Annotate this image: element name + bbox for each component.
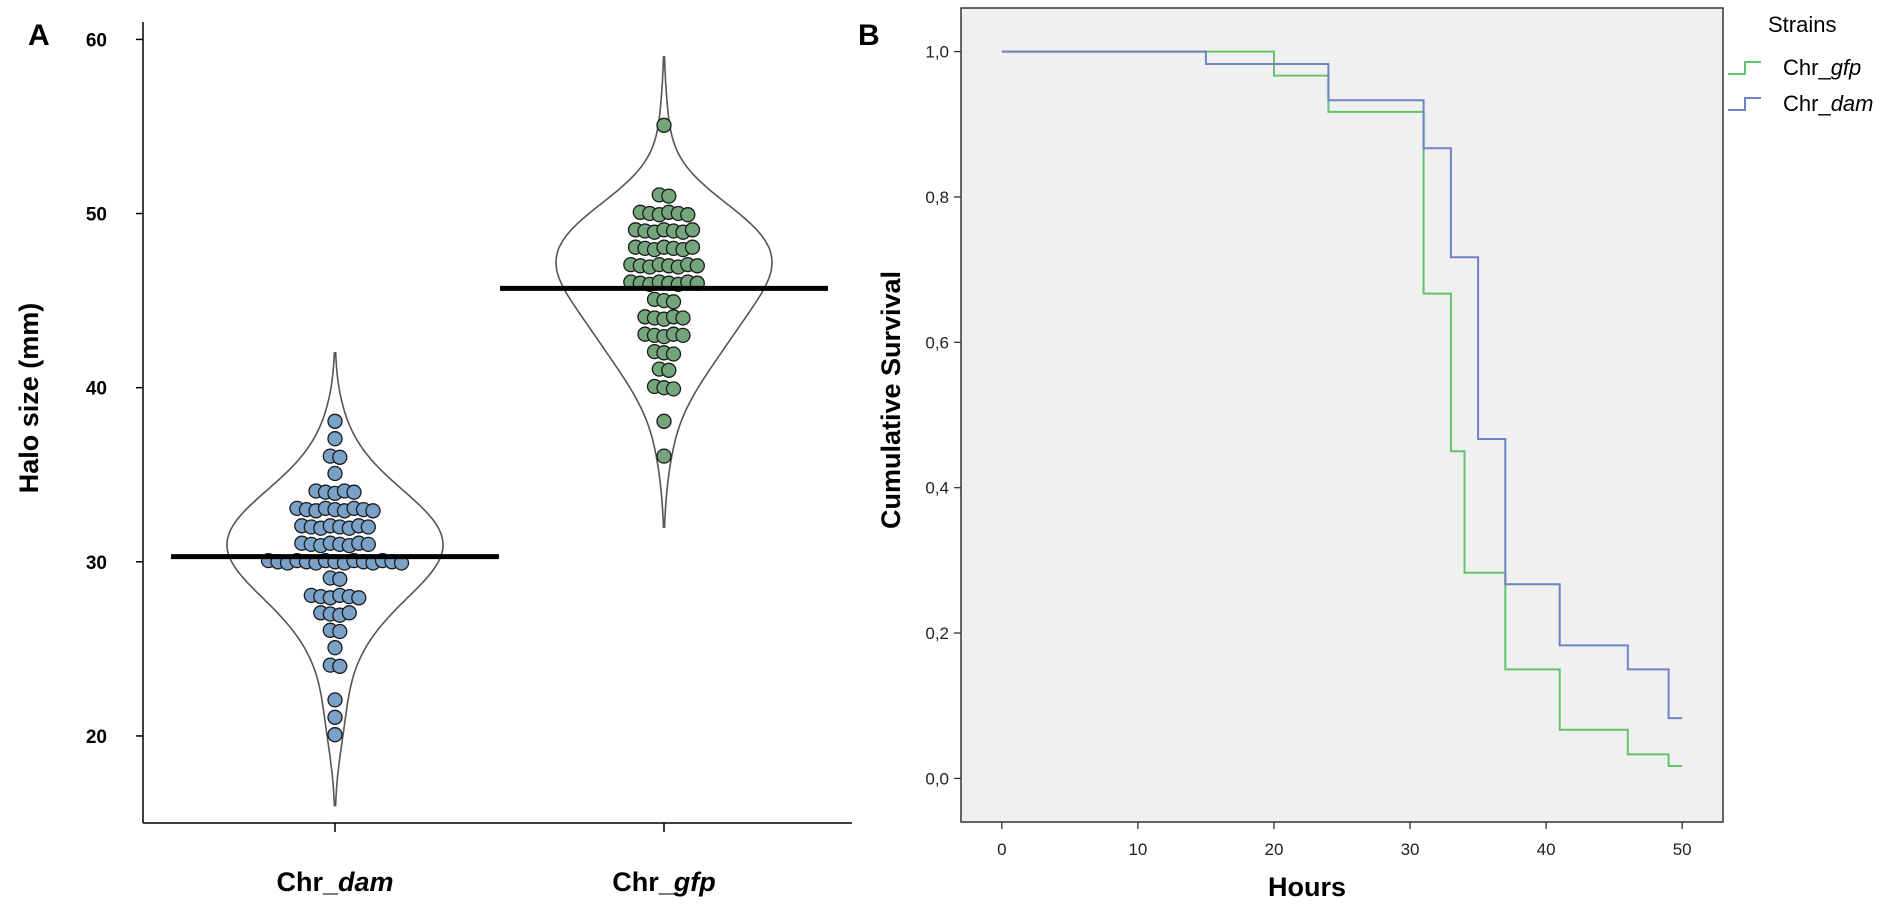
data-point [346, 484, 362, 500]
survival-line-chr-dam [1001, 50, 1683, 720]
legend-italic: dam [1831, 91, 1874, 116]
data-point [365, 503, 381, 519]
data-point [327, 640, 343, 656]
panel-a-y-axis-label: Halo size (mm) [14, 303, 44, 494]
panel-a-category-labels: Chr_dam Chr_gfp [276, 867, 715, 897]
panel-b-survival-lines [1001, 50, 1683, 767]
panel-b-y-tick-label: 0,6 [925, 333, 949, 352]
data-point [661, 188, 677, 204]
panel-b-x-axis-label: Hours [1268, 872, 1346, 902]
data-point [675, 310, 691, 326]
panel-a-tick-labels: 20 30 40 50 60 [86, 30, 107, 748]
data-point [680, 207, 696, 223]
panel-b-plot-background [960, 7, 1724, 823]
data-point [656, 413, 672, 429]
legend-title: Strains [1768, 12, 1836, 37]
legend-swatch [1728, 97, 1761, 111]
panel-a-violins [226, 56, 773, 807]
panel-b-x-tick-label: 50 [1673, 840, 1692, 859]
data-point [656, 117, 672, 133]
panel-b-x-tick-label: 0 [997, 840, 1006, 859]
category-prefix: Chr_ [276, 867, 338, 897]
data-point [327, 692, 343, 708]
violin-outline [555, 56, 773, 528]
panel-a-means [171, 285, 828, 560]
category-italic: dam [338, 867, 394, 897]
data-point [665, 294, 682, 310]
panel-a-dots [260, 117, 705, 743]
data-point [351, 590, 367, 606]
panel-a-category-label: Chr_dam [276, 867, 393, 897]
panel-b-survival-plot: 0 10 20 30 40 50 0,0 0,2 0,4 0,6 0,8 1,0 Hours Cumu… [876, 7, 1873, 902]
panel-b-x-tick-label: 10 [1128, 840, 1147, 859]
data-point [360, 536, 376, 553]
panel-letter-a: A [28, 19, 50, 52]
data-point [327, 727, 343, 743]
data-point [656, 448, 672, 464]
panel-b-y-tick-label: 0,4 [925, 479, 949, 498]
data-point [675, 327, 691, 344]
data-point [332, 658, 348, 674]
panel-a-y-tick-label: 50 [86, 205, 107, 226]
panel-a-category-label: Chr_gfp [612, 867, 716, 897]
panel-b-x-tick-label: 30 [1401, 840, 1420, 859]
data-point [332, 571, 348, 587]
panel-b-y-tick-label: 0,2 [925, 624, 949, 643]
data-point [665, 346, 682, 362]
data-point [327, 431, 343, 447]
panel-b-y-tick-label: 0,8 [925, 188, 949, 207]
data-point [661, 362, 677, 378]
data-point [341, 605, 357, 621]
category-prefix: Chr_ [612, 867, 674, 897]
data-point [327, 413, 343, 429]
panel-b-y-tick-label: 1,0 [925, 43, 949, 62]
legend-entry-label: Chr_dam [1783, 91, 1873, 116]
panel-a-y-tick-label: 30 [86, 553, 107, 574]
data-point [327, 465, 343, 482]
panel-b-tick-labels: 0 10 20 30 40 50 0,0 0,2 0,4 0,6 0,8 1,0 [925, 43, 1691, 859]
data-point [684, 222, 701, 238]
legend-entry-label: Chr_gfp [1783, 55, 1861, 80]
data-point [332, 449, 348, 465]
panel-b-x-tick-label: 40 [1537, 840, 1556, 859]
legend-swatch [1728, 61, 1761, 75]
panel-b-x-tick-label: 20 [1265, 840, 1284, 859]
panel-letter-b: B [858, 19, 880, 52]
legend-prefix: Chr_ [1783, 91, 1831, 116]
data-point [327, 709, 343, 725]
panel-b-axes [954, 50, 1683, 829]
data-point [684, 239, 701, 255]
panel-a-y-tick-label: 20 [86, 727, 107, 748]
violin-outline [226, 352, 444, 807]
data-point [689, 258, 705, 274]
data-point [665, 381, 682, 397]
legend-prefix: Chr_ [1783, 55, 1831, 80]
data-point [332, 623, 348, 640]
panel-a-y-tick-label: 40 [86, 379, 107, 400]
data-point [360, 519, 376, 535]
panel-b-y-tick-label: 0,0 [925, 769, 949, 788]
category-italic: gfp [673, 867, 716, 897]
panel-b-y-axis-label: Cumulative Survival [876, 271, 906, 529]
panel-a-y-tick-label: 60 [86, 30, 107, 51]
panel-a-axes [136, 22, 852, 832]
legend-italic: gfp [1831, 55, 1862, 80]
